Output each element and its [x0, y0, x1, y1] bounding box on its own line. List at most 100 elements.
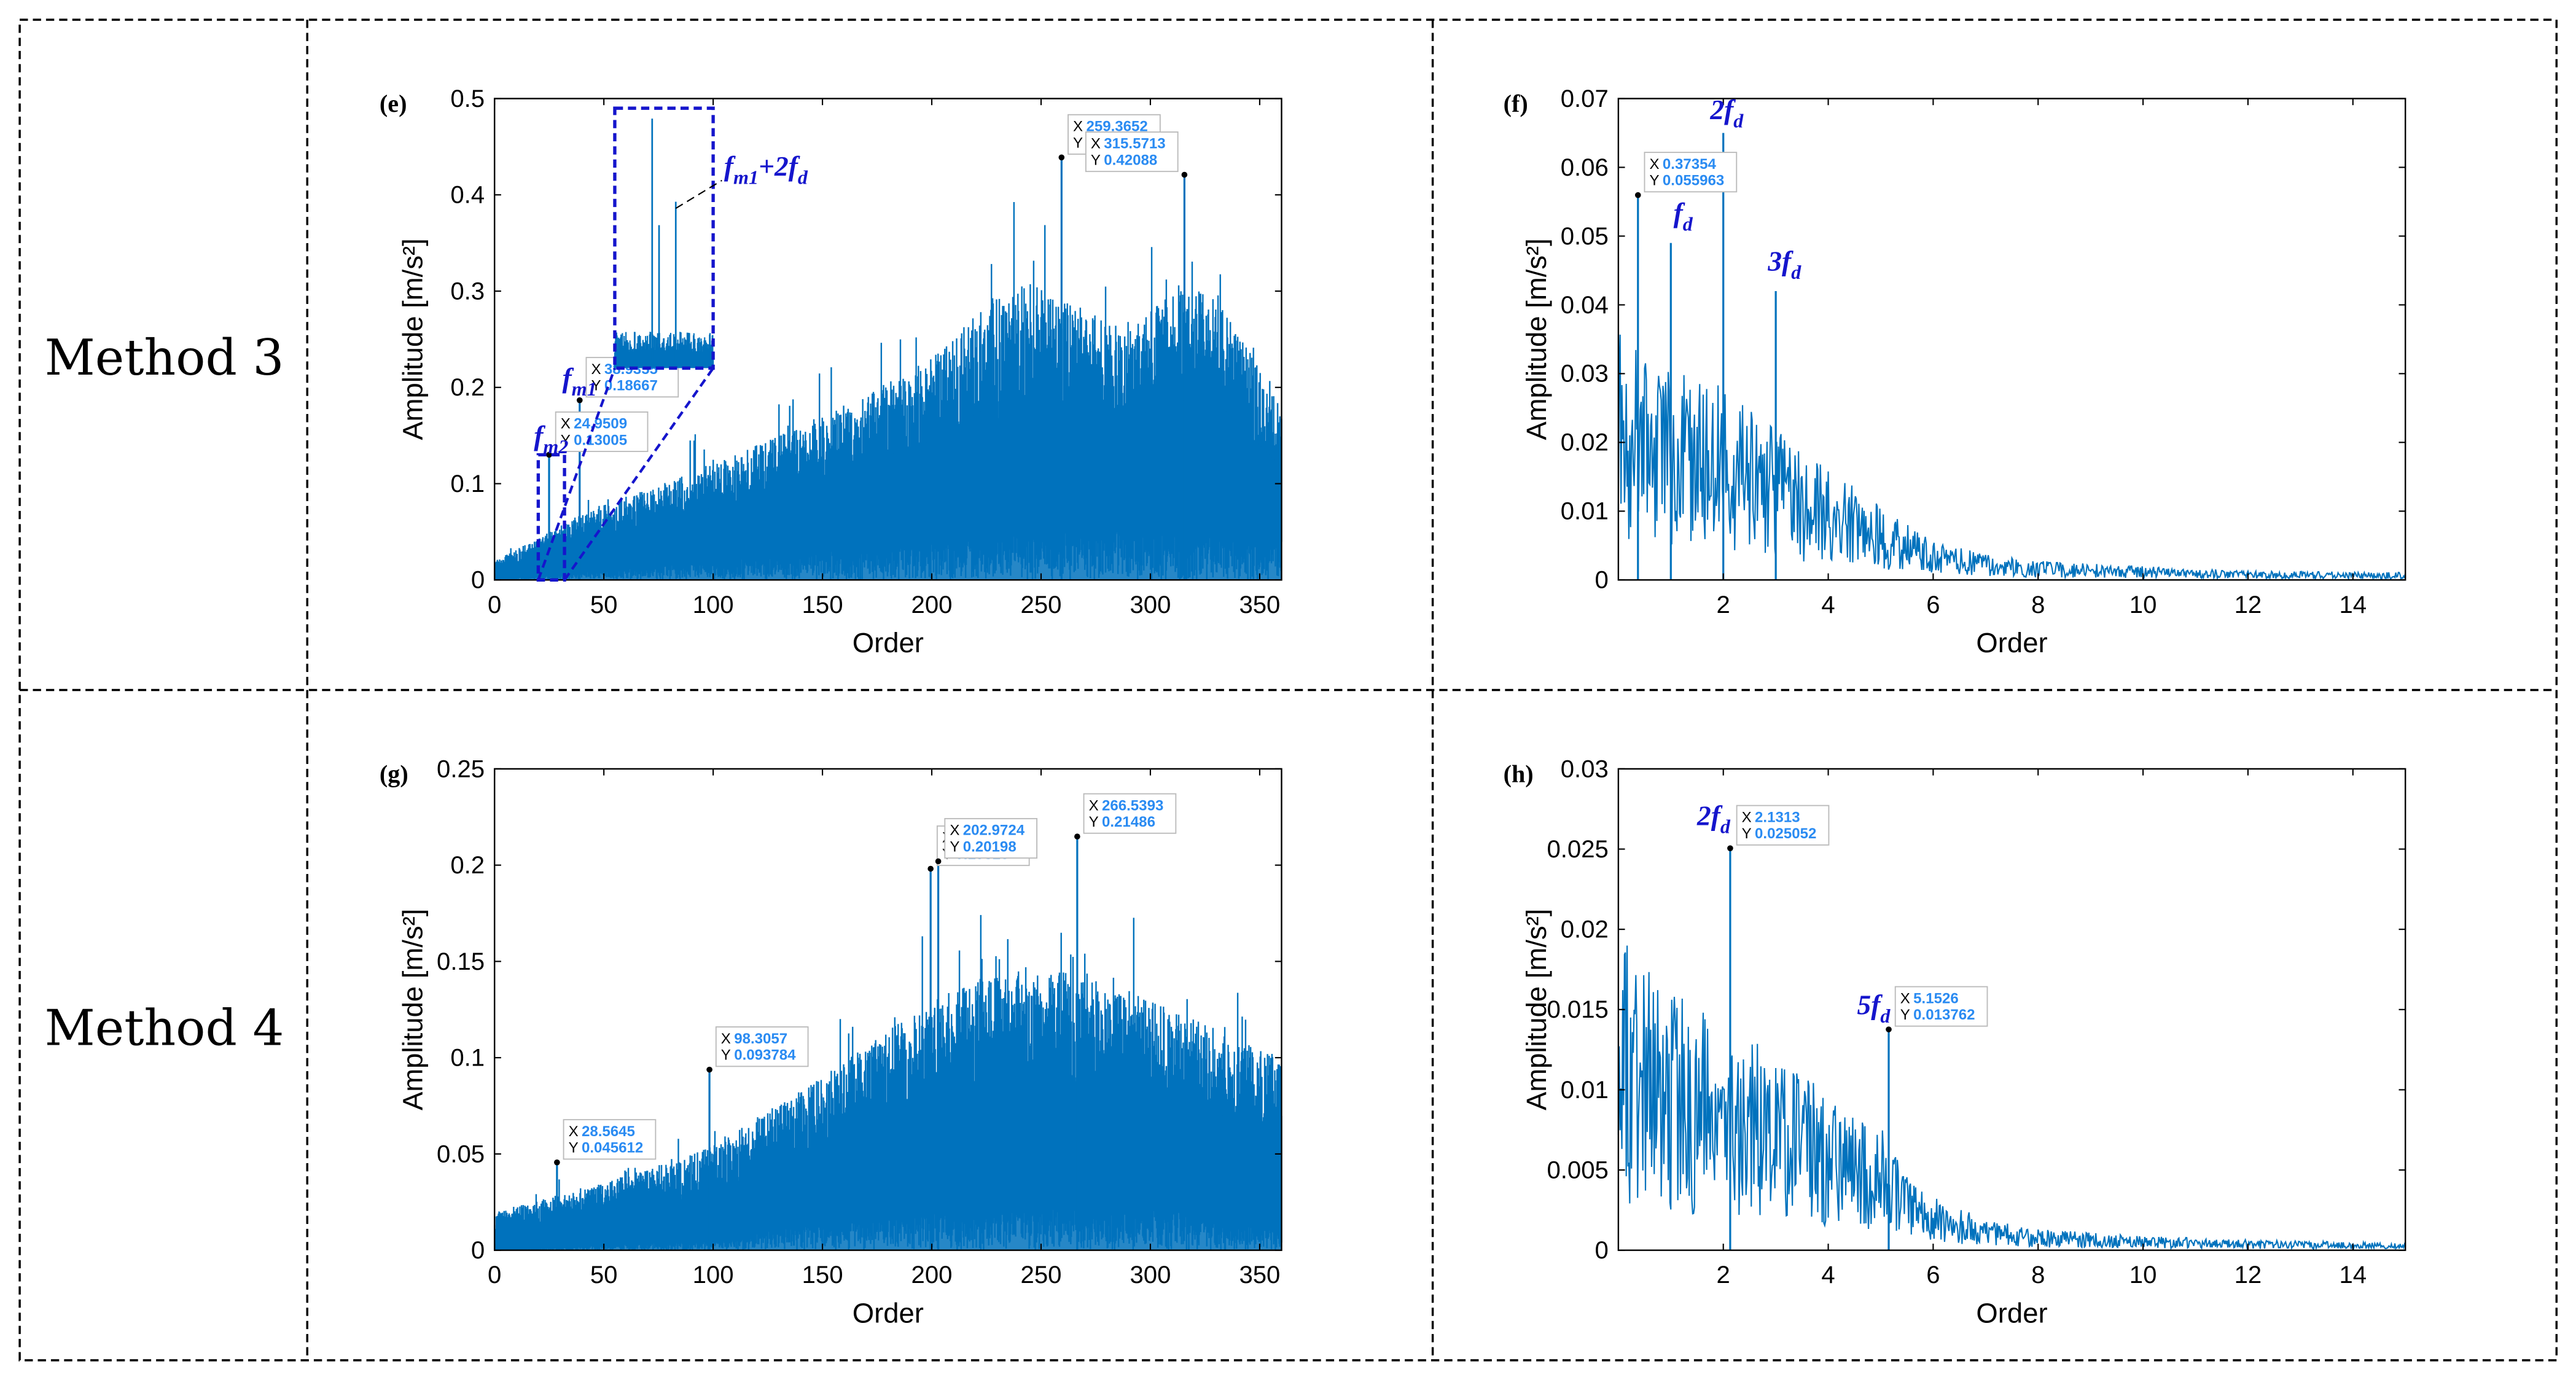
frequency-annotation: 2fd [1709, 94, 1744, 131]
data-tip-x-value: 5.1526 [1913, 990, 1959, 1007]
y-tick-label: 0.01 [1561, 1076, 1609, 1104]
spectrum-line [1617, 945, 2406, 1251]
panel-label: (g) [380, 760, 408, 787]
y-tick-label: 0.2 [450, 851, 485, 879]
data-tip-y-key: Y [561, 432, 571, 448]
spectrum-series [1617, 334, 2406, 582]
data-tip-x-value: 315.5713 [1104, 136, 1165, 152]
data-tip-x-key: X [569, 1123, 579, 1140]
data-tip-x-value: 202.9724 [963, 822, 1025, 839]
x-axis-label: Order [853, 627, 924, 658]
data-tip-x-key: X [561, 416, 571, 432]
y-tick-label: 0.1 [450, 1044, 485, 1072]
data-tip-y-value: 0.20198 [963, 838, 1017, 855]
data-tip-x-value: 266.5393 [1102, 797, 1163, 814]
chart-h: 2 4 6 8 10 12 14 0 0.005 0.01 0.015 0.02 0.025 0.03 Or… [1504, 755, 2406, 1328]
x-tick-label: 150 [802, 1261, 843, 1289]
x-tick-label: 6 [1926, 1261, 1940, 1289]
data-tip-marker [554, 1159, 560, 1166]
data-tip-x-key: X [1900, 990, 1910, 1007]
data-tip-marker [546, 451, 552, 458]
frequency-annotation: fm1 [563, 362, 597, 400]
annotation-sub: d [1720, 816, 1731, 838]
x-tick-label: 350 [1239, 591, 1280, 618]
data-tip-y-key: Y [1091, 152, 1101, 168]
y-axis-label: Amplitude [m/s²] [1521, 238, 1552, 440]
data-tip-marker [1058, 154, 1065, 161]
data-tip-marker [1074, 833, 1080, 840]
x-tick-label: 8 [2031, 591, 2045, 618]
data-tip-x-key: X [1091, 136, 1101, 152]
axes-box [493, 768, 1282, 1251]
data-tip-y-key: Y [1650, 173, 1660, 189]
frequency-annotation: 5fd [1857, 989, 1891, 1027]
frequency-annotation: 2fd [1696, 800, 1731, 837]
x-tick-label: 250 [1021, 1261, 1062, 1289]
x-tick-label: 50 [590, 1261, 618, 1289]
zoom-connector [537, 367, 616, 581]
x-tick-label: 12 [2234, 591, 2262, 618]
x-tick-label: 200 [911, 1261, 953, 1289]
data-tip-x-key: X [1742, 809, 1752, 825]
x-tick-label: 150 [802, 591, 843, 618]
data-tip-box [555, 411, 649, 453]
data-tip-x-key: X [721, 1031, 731, 1047]
data-tip-y-key: Y [1900, 1007, 1910, 1023]
x-tick-label: 10 [2129, 591, 2157, 618]
inset-frame [613, 106, 715, 370]
data-tip-marker [1886, 1026, 1892, 1032]
data-tip-y-value: 0.045612 [582, 1140, 643, 1156]
data-tip-x-value: 28.5645 [582, 1123, 635, 1140]
plots: 0 50 100 150 200 250 300 35000.10.20.30.40.5Ord… [380, 85, 2406, 1328]
y-tick-label: 0.03 [1561, 360, 1609, 388]
y-axis-label: Amplitude [m/s²] [397, 238, 428, 440]
zoom-connector [563, 367, 714, 581]
frequency-annotation: fm1+2fd [724, 150, 808, 188]
data-tip-x-key: X [1650, 156, 1660, 173]
x-tick-label: 300 [1130, 591, 1171, 618]
x-tick-label: 14 [2339, 1261, 2367, 1289]
data-tip-y-key: Y [591, 378, 601, 394]
y-tick-label: 0.04 [1561, 291, 1609, 319]
y-tick-label: 0.015 [1547, 996, 1608, 1023]
annotation-base: 2f [1696, 800, 1723, 831]
spectrum-body [494, 394, 1282, 580]
frequency-annotation: fd [1674, 197, 1693, 235]
data-tip-y-key: Y [1073, 135, 1083, 151]
spectrum-body [494, 1075, 1282, 1250]
y-tick-label: 0.02 [1561, 429, 1609, 456]
annotation-sub: d [1880, 1005, 1891, 1027]
data-tip-marker [576, 397, 583, 404]
data-tip-box [1085, 131, 1179, 173]
data-tip-box [715, 1026, 809, 1067]
data-tip-box [1736, 805, 1830, 846]
x-tick-label: 0 [488, 1261, 501, 1289]
annotation-sub: d [1791, 261, 1801, 283]
data-tip-x-key: X [1073, 119, 1083, 135]
data-tip-y-key: Y [721, 1047, 731, 1064]
data-tip-x-value: 24.9509 [574, 416, 627, 432]
data-tip-x-key: X [950, 822, 959, 839]
y-tick-label: 0.3 [450, 277, 485, 305]
x-tick-label: 100 [693, 591, 734, 618]
annotation-sub: m1 [733, 166, 759, 188]
chart-f: 2 4 6 8 10 12 14 0 0.01 0.02 0.03 0.04 0.05 0.06 0.07 O… [1504, 85, 2406, 658]
y-tick-label: 0.15 [437, 948, 485, 975]
annotation-base: 3f [1767, 245, 1793, 276]
data-tip-y-key: Y [569, 1140, 579, 1156]
data-tip-y-key: Y [1742, 825, 1752, 842]
data-tip-y-value: 0.013762 [1913, 1007, 1975, 1023]
x-tick-label: 10 [2129, 1261, 2157, 1289]
x-axis-label: Order [1976, 1297, 2047, 1328]
axes-box [1617, 98, 2406, 581]
table-grid [18, 18, 2558, 1362]
annotation-sub: m1 [572, 378, 597, 400]
y-tick-label: 0.25 [437, 755, 485, 782]
x-tick-label: 100 [693, 1261, 734, 1289]
data-tip-y-value: 0.18667 [604, 378, 658, 394]
